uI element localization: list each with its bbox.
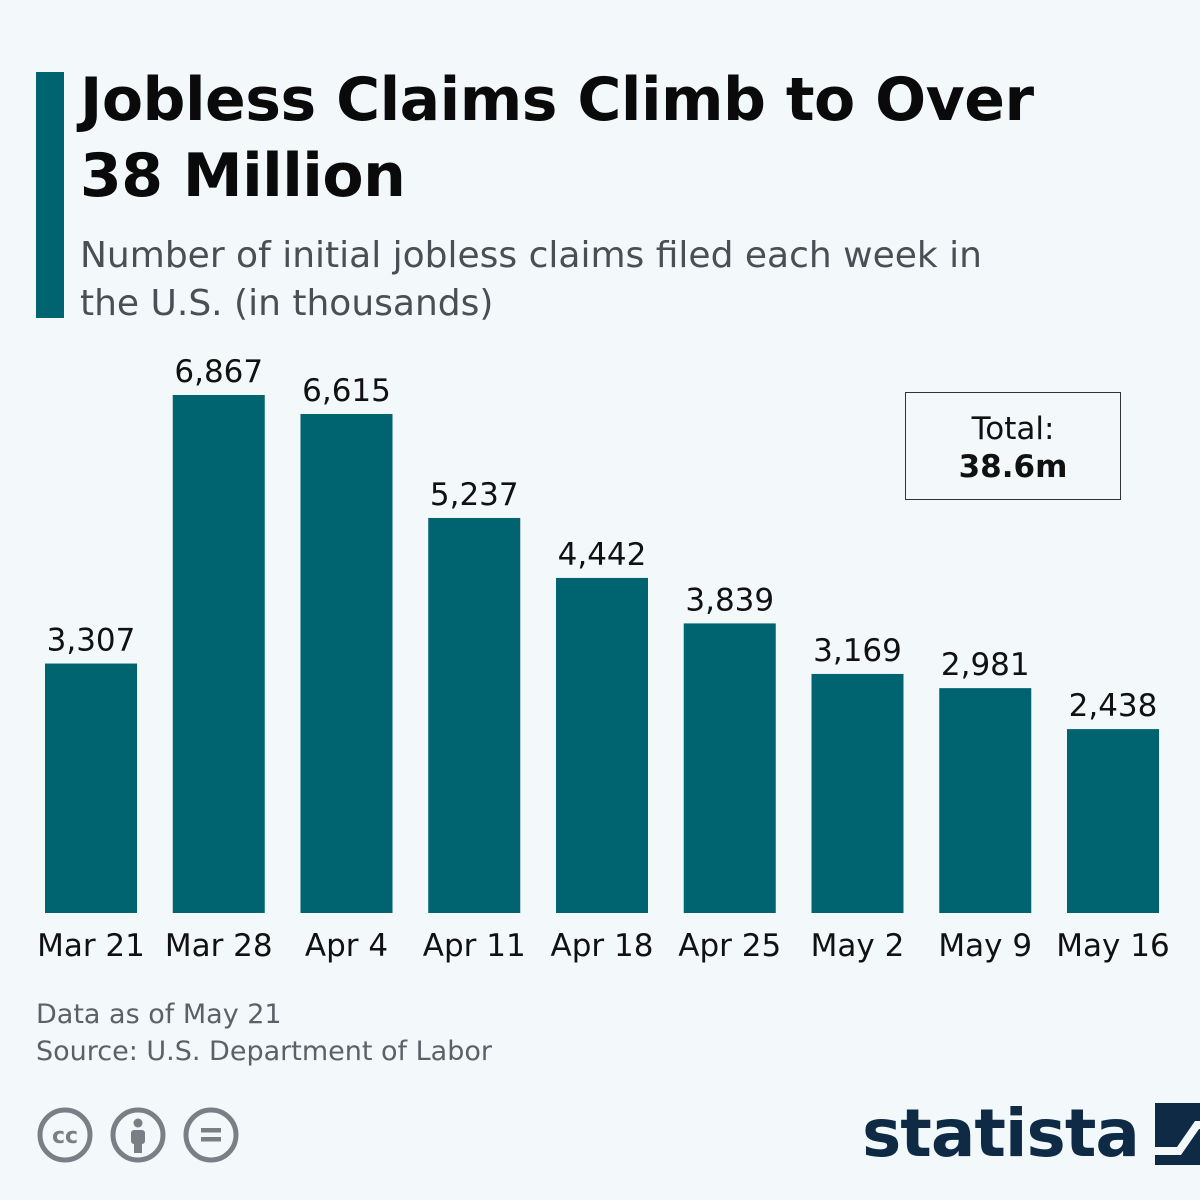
data-label: 3,169 <box>813 633 902 669</box>
statista-logo[interactable]: statista <box>862 1094 1200 1174</box>
statista-logo-icon <box>1154 1103 1200 1165</box>
bar-mar-28 <box>172 395 265 913</box>
total-callout: Total: 38.6m <box>905 392 1121 500</box>
x-tick-label: Apr 4 <box>305 928 388 964</box>
data-label: 3,307 <box>47 623 136 659</box>
license-icons: cc <box>36 1106 250 1164</box>
source-note: Source: U.S. Department of Labor <box>36 1036 492 1067</box>
bar-may-2 <box>811 673 904 913</box>
data-label: 3,839 <box>685 582 774 618</box>
x-tick-label: Mar 28 <box>165 928 273 964</box>
chart-title: Jobless Claims Climb to Over 38 Million <box>80 65 1034 211</box>
attribution-icon[interactable] <box>109 1106 167 1164</box>
brand-wordmark: statista <box>862 1095 1140 1172</box>
bar-may-9 <box>939 688 1032 913</box>
total-label: Total: <box>971 411 1055 447</box>
x-tick-label: May 16 <box>1056 928 1169 964</box>
x-tick-label: May 2 <box>811 928 905 964</box>
data-label: 2,438 <box>1069 688 1158 724</box>
cc-icon[interactable]: cc <box>36 1106 94 1164</box>
title-accent-bar <box>36 72 64 318</box>
total-value: 38.6m <box>958 449 1068 485</box>
bar-apr-4 <box>300 414 393 913</box>
bar-chart: 3,307 Mar 21 6,867 Mar 28 6,615 Apr 4 5,237 Apr… <box>37 354 1170 964</box>
chart-subtitle: Number of initial jobless claims filed e… <box>80 235 982 324</box>
no-derivatives-icon[interactable] <box>182 1106 240 1164</box>
data-label: 4,442 <box>558 537 647 573</box>
x-tick-label: May 9 <box>938 928 1032 964</box>
bar-apr-18 <box>556 577 648 913</box>
x-tick-label: Apr 11 <box>423 928 526 964</box>
data-label: 2,981 <box>941 647 1030 683</box>
bar-may-16 <box>1067 729 1159 913</box>
data-label: 5,237 <box>430 477 519 513</box>
x-tick-label: Apr 25 <box>678 928 781 964</box>
bar-apr-11 <box>428 517 521 913</box>
data-date-note: Data as of May 21 <box>36 999 282 1030</box>
x-tick-label: Apr 18 <box>551 928 654 964</box>
x-tick-label: Mar 21 <box>37 928 145 964</box>
data-label: 6,615 <box>302 373 391 409</box>
bar-mar-21 <box>45 663 137 913</box>
data-label: 6,867 <box>174 354 263 390</box>
svg-text:cc: cc <box>52 1124 78 1149</box>
bar-apr-25 <box>683 623 776 913</box>
footnote: Data as of May 21 Source: U.S. Departmen… <box>36 996 492 1070</box>
